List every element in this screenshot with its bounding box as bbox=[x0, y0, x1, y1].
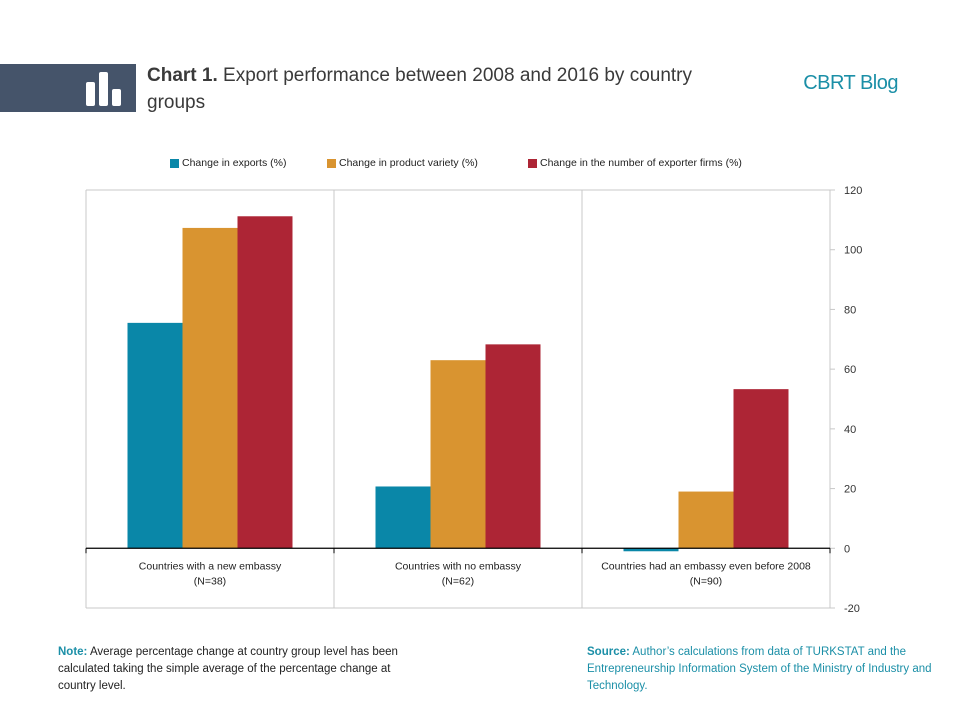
source-body: Author’s calculations from data of TURKS… bbox=[587, 646, 932, 692]
bar-chart-icon bbox=[86, 72, 121, 106]
source-text: Source: Author’s calculations from data … bbox=[587, 644, 947, 695]
bar bbox=[127, 322, 183, 549]
chart-title-text: Export performance between 2008 and 2016… bbox=[147, 65, 693, 113]
legend-label: Change in the number of exporter firms (… bbox=[540, 157, 742, 169]
chart-title-label: Chart 1. bbox=[147, 65, 218, 86]
bar bbox=[237, 216, 293, 549]
legend-swatch bbox=[170, 158, 179, 168]
category-label: Countries with no embassy bbox=[395, 560, 522, 572]
category-label: (N=62) bbox=[442, 575, 474, 587]
y-tick-label: 120 bbox=[844, 185, 862, 197]
legend-label: Change in product variety (%) bbox=[339, 157, 478, 169]
brand-logo: CBRT Blog bbox=[803, 72, 898, 94]
legend-swatch bbox=[327, 158, 336, 168]
y-tick-label: -20 bbox=[844, 603, 860, 615]
bar bbox=[733, 389, 789, 549]
source-label: Source: bbox=[587, 646, 630, 658]
category-label: Countries had an embassy even before 200… bbox=[601, 560, 811, 572]
chart-title: Chart 1. Export performance between 2008… bbox=[147, 62, 747, 116]
legend-item: Change in exports (%) bbox=[170, 157, 286, 169]
legend-label: Change in exports (%) bbox=[182, 157, 287, 169]
bar bbox=[182, 227, 238, 549]
y-tick-label: 100 bbox=[844, 245, 862, 257]
category-label: (N=38) bbox=[194, 575, 226, 587]
bar-chart: -20 0 20 40 60 80 100 120 Countries with a new e… bbox=[85, 185, 862, 615]
chart-legend: Change in exports (%) Change in product v… bbox=[170, 157, 870, 173]
y-tick-label: 60 bbox=[844, 364, 856, 376]
y-tick-label: 0 bbox=[844, 543, 850, 555]
legend-item: Change in the number of exporter firms (… bbox=[528, 157, 742, 169]
category-label: (N=90) bbox=[690, 575, 722, 587]
y-tick-label: 20 bbox=[844, 484, 856, 496]
bar bbox=[623, 548, 679, 552]
bar bbox=[678, 491, 734, 549]
legend-item: Change in product variety (%) bbox=[327, 157, 478, 169]
legend-swatch bbox=[528, 158, 537, 168]
bar bbox=[485, 344, 541, 549]
note-body: Average percentage change at country gro… bbox=[58, 646, 398, 692]
title-banner bbox=[0, 64, 136, 112]
note-text: Note: Average percentage change at count… bbox=[58, 644, 418, 695]
bar bbox=[375, 486, 431, 549]
y-tick-label: 40 bbox=[844, 424, 856, 436]
note-label: Note: bbox=[58, 646, 88, 658]
category-label: Countries with a new embassy bbox=[139, 560, 282, 572]
y-tick-label: 80 bbox=[844, 304, 856, 316]
bar bbox=[430, 360, 486, 549]
